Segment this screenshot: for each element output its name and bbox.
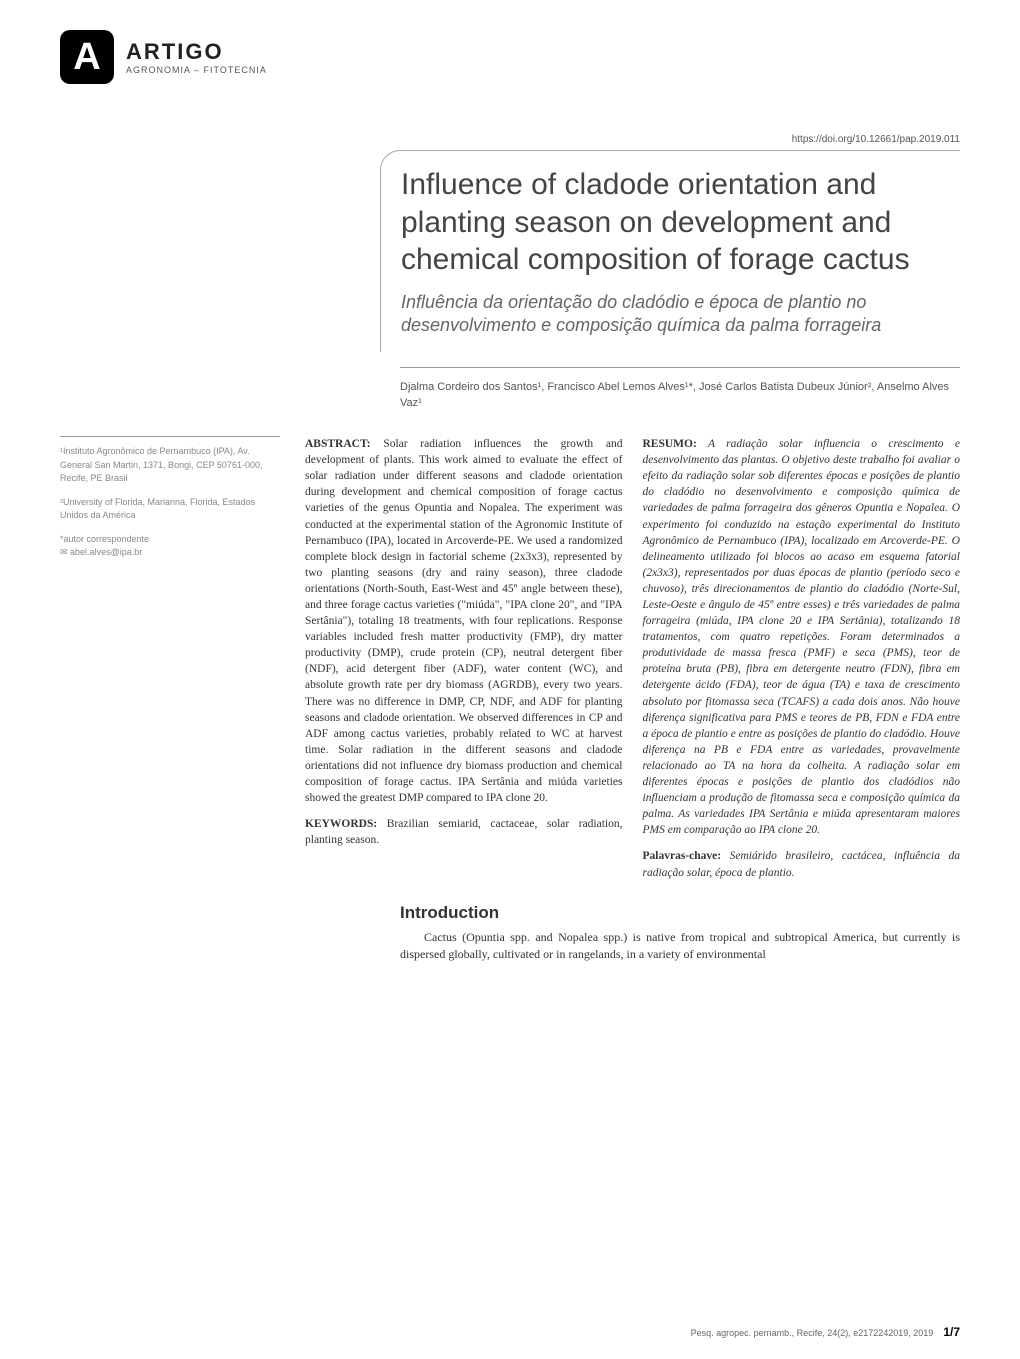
abstract-portuguese: RESUMO: A radiação solar influencia o cr…: [643, 436, 961, 881]
affiliation-2: ²University of Florida, Marianna, Florid…: [60, 496, 280, 523]
resumo-body: A radiação solar influencia o cresciment…: [643, 438, 961, 836]
introduction-text: Cactus (Opuntia spp. and Nopalea spp.) i…: [400, 929, 960, 964]
author-list: Djalma Cordeiro dos Santos¹, Francisco A…: [400, 367, 960, 411]
keywords-head: KEYWORDS:: [305, 818, 377, 830]
page-footer: Pesq. agropec. pernamb., Recife, 24(2), …: [691, 1325, 960, 1339]
journal-logo: A ARTIGO AGRONOMIA – FITOTECNIA: [60, 30, 960, 84]
article-title-portuguese: Influência da orientação do cladódio e é…: [401, 291, 960, 338]
logo-badge: A: [60, 30, 114, 84]
corresponding-label: *autor correspondente: [60, 534, 149, 544]
abstract-head: ABSTRACT:: [305, 438, 371, 450]
abstract-body: Solar radiation influences the growth an…: [305, 438, 623, 804]
footer-citation: Pesq. agropec. pernamb., Recife, 24(2), …: [691, 1328, 934, 1338]
logo-letter: A: [73, 36, 100, 79]
introduction-section: Introduction Cactus (Opuntia spp. and No…: [400, 903, 960, 964]
introduction-heading: Introduction: [400, 903, 960, 923]
doi-link[interactable]: https://doi.org/10.12661/pap.2019.011: [380, 134, 960, 145]
page-number: 1/7: [943, 1325, 960, 1339]
palavras-head: Palavras-chave:: [643, 850, 722, 862]
abstract-english: ABSTRACT: Solar radiation influences the…: [305, 436, 623, 881]
affiliations-sidebar: ¹Instituto Agronômico de Pernambuco (IPA…: [60, 436, 280, 881]
logo-subtitle: AGRONOMIA – FITOTECNIA: [126, 65, 267, 75]
article-title-english: Influence of cladode orientation and pla…: [401, 166, 960, 279]
corresponding-email: ✉ abel.alves@ipa.br: [60, 547, 142, 557]
affiliation-1: ¹Instituto Agronômico de Pernambuco (IPA…: [60, 445, 280, 486]
abstract-columns: ABSTRACT: Solar radiation influences the…: [305, 436, 960, 881]
resumo-head: RESUMO:: [643, 438, 697, 450]
title-box: Influence of cladode orientation and pla…: [380, 150, 960, 352]
logo-text: ARTIGO AGRONOMIA – FITOTECNIA: [126, 39, 267, 75]
logo-title: ARTIGO: [126, 39, 267, 65]
